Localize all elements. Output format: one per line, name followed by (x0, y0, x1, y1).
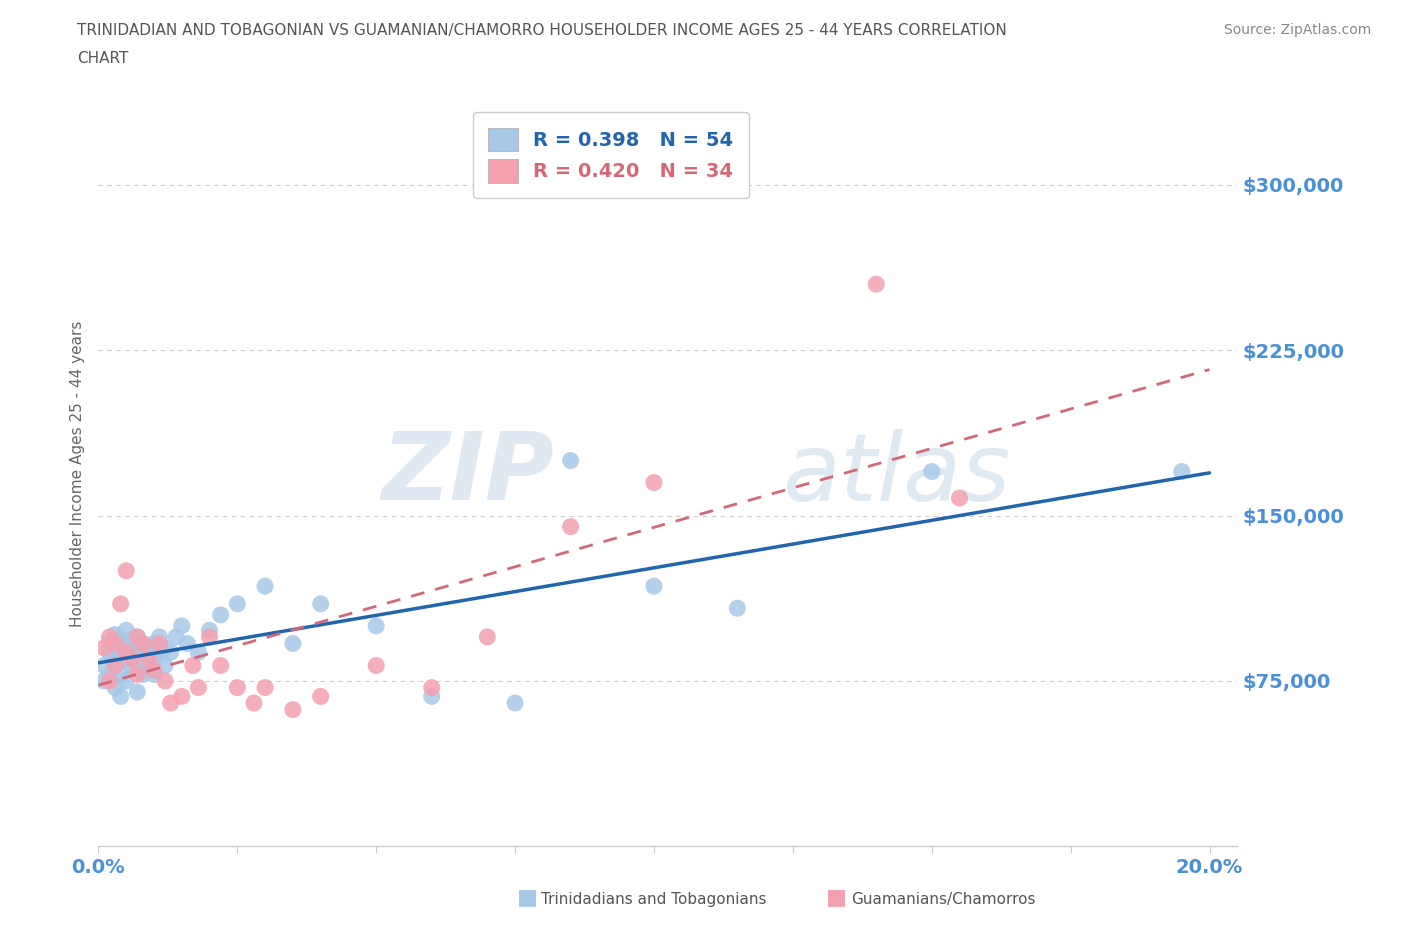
Point (170, 618, 193, 633)
Point (104, 680, 127, 695)
Point (159, 696, 181, 711)
Point (104, 641, 127, 656)
Point (110, 596, 132, 611)
Point (176, 636, 198, 651)
Point (121, 658, 143, 673)
Point (148, 630, 170, 644)
Point (187, 644, 209, 659)
Point (503, 696, 526, 711)
Point (254, 680, 277, 695)
Point (309, 596, 332, 611)
Point (121, 644, 143, 659)
Point (143, 652, 166, 667)
Point (110, 689, 132, 704)
Point (98, 630, 121, 644)
Point (181, 658, 204, 673)
Point (98, 644, 121, 659)
Point (143, 636, 166, 651)
Point (138, 641, 160, 656)
Point (138, 658, 160, 673)
Text: ■: ■ (517, 886, 537, 907)
Point (560, 453, 582, 468)
Point (1170, 464, 1192, 479)
Point (948, 490, 970, 505)
Point (127, 630, 149, 644)
Point (138, 652, 160, 667)
Text: atlas: atlas (782, 429, 1010, 520)
Point (921, 464, 943, 479)
Point (226, 596, 249, 611)
Point (104, 652, 127, 667)
Point (281, 702, 304, 717)
Point (132, 636, 155, 651)
Point (148, 636, 170, 651)
Point (198, 623, 221, 638)
Point (153, 641, 176, 656)
Legend: R = 0.398   N = 54, R = 0.420   N = 34: R = 0.398 N = 54, R = 0.420 N = 34 (472, 112, 749, 198)
Point (143, 662, 166, 677)
Point (115, 652, 138, 667)
Point (115, 564, 138, 578)
Point (198, 630, 221, 644)
Point (159, 644, 181, 659)
Point (243, 696, 266, 711)
Point (127, 667, 149, 682)
Point (110, 644, 132, 659)
Point (560, 519, 582, 534)
Point (98, 667, 121, 682)
Point (115, 636, 138, 651)
Point (366, 658, 388, 673)
Point (153, 658, 176, 673)
Text: ■: ■ (827, 886, 846, 907)
Y-axis label: Householder Income Ages 25 - 44 years: Householder Income Ages 25 - 44 years (69, 321, 84, 628)
Point (477, 630, 499, 644)
Text: Trinidadians and Tobagonians: Trinidadians and Tobagonians (541, 892, 766, 907)
Point (132, 667, 155, 682)
Point (104, 627, 127, 642)
Point (93, 658, 115, 673)
Point (226, 680, 249, 695)
Point (110, 667, 132, 682)
Point (865, 277, 887, 292)
Point (127, 647, 149, 662)
Point (281, 636, 304, 651)
Text: Source: ZipAtlas.com: Source: ZipAtlas.com (1223, 23, 1371, 37)
Point (209, 607, 232, 622)
Point (187, 680, 209, 695)
Point (127, 684, 149, 699)
Point (115, 623, 138, 638)
Point (725, 601, 748, 616)
Point (643, 475, 665, 490)
Point (153, 673, 176, 688)
Point (98, 636, 121, 651)
Text: Guamanians/Chamorros: Guamanians/Chamorros (851, 892, 1035, 907)
Point (127, 630, 149, 644)
Point (104, 658, 127, 673)
Point (420, 689, 443, 704)
Point (143, 667, 166, 682)
Point (93, 641, 115, 656)
Point (309, 689, 332, 704)
Text: TRINIDADIAN AND TOBAGONIAN VS GUAMANIAN/CHAMORRO HOUSEHOLDER INCOME AGES 25 - 44: TRINIDADIAN AND TOBAGONIAN VS GUAMANIAN/… (77, 23, 1007, 38)
Point (366, 618, 388, 633)
Point (110, 631, 132, 646)
Point (170, 689, 193, 704)
Point (165, 630, 187, 644)
Point (132, 644, 155, 659)
Text: CHART: CHART (77, 51, 129, 66)
Point (148, 644, 170, 659)
Point (643, 578, 665, 593)
Point (115, 644, 138, 659)
Point (121, 652, 143, 667)
Point (93, 673, 115, 688)
Point (98, 673, 121, 688)
Point (104, 636, 127, 651)
Point (121, 631, 143, 646)
Point (209, 658, 232, 673)
Point (254, 578, 277, 593)
Point (127, 662, 149, 677)
Point (115, 673, 138, 688)
Point (420, 680, 443, 695)
Text: ZIP: ZIP (381, 429, 554, 520)
